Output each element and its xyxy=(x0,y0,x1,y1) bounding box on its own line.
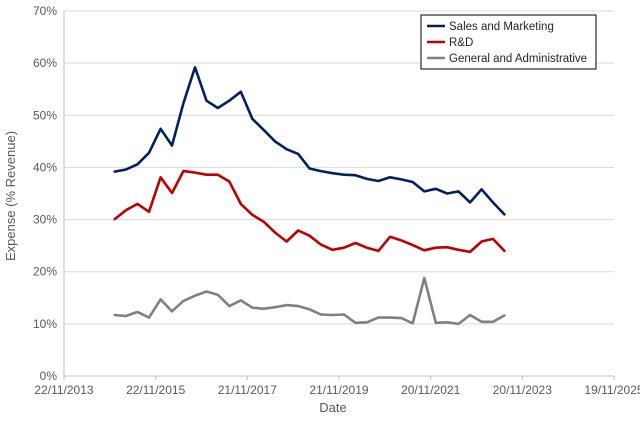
y-tick-label: 60% xyxy=(33,56,57,70)
series-line-2 xyxy=(113,276,506,326)
y-tick-label: 20% xyxy=(33,265,57,279)
x-tick-label: 20/11/2021 xyxy=(401,383,460,397)
y-tick-label: 0% xyxy=(40,369,58,383)
legend-box xyxy=(420,14,597,70)
series-line-1 xyxy=(113,169,506,254)
legend-label-0: Sales and Marketing xyxy=(449,21,554,33)
x-axis-title: Date xyxy=(319,400,346,415)
tick-labels: 0% 10% 20% 30% 40% 50% 60% 70% 22/11/2013 22/11/2… xyxy=(33,4,640,397)
legend: Sales and Marketing R&D General and Admini… xyxy=(420,14,597,70)
x-tick-label: 20/11/2023 xyxy=(493,383,552,397)
x-tick-label: 22/11/2015 xyxy=(126,383,185,397)
legend-label-2: General and Administrative xyxy=(449,53,587,65)
axis-titles: Date Expense (% Revenue) xyxy=(3,131,347,415)
y-tick-label: 30% xyxy=(33,213,57,227)
gridlines xyxy=(64,10,614,325)
y-axis-title: Expense (% Revenue) xyxy=(3,131,18,261)
series-lines xyxy=(113,66,506,326)
legend-label-1: R&D xyxy=(449,37,473,49)
x-tick-label: 21/11/2017 xyxy=(218,383,277,397)
y-tick-label: 10% xyxy=(33,317,57,331)
y-tick-label: 40% xyxy=(33,160,57,174)
x-tick-label: 19/11/2025 xyxy=(584,383,640,397)
series-line-0 xyxy=(113,66,506,216)
x-tick-label: 22/11/2013 xyxy=(34,383,93,397)
y-tick-label: 70% xyxy=(33,4,57,18)
x-tick-label: 21/11/2019 xyxy=(309,383,368,397)
axes xyxy=(63,11,615,380)
y-tick-label: 50% xyxy=(33,108,57,122)
